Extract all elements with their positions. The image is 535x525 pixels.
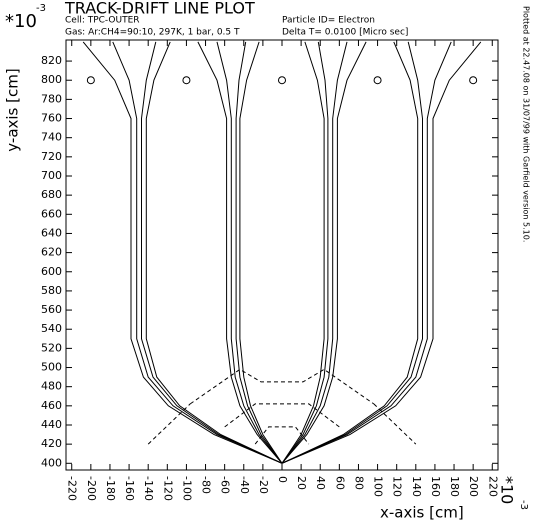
x-tick-label: 180 <box>448 476 461 497</box>
drift-line <box>281 41 482 464</box>
drift-line <box>239 41 283 464</box>
y-tick-label: 540 <box>41 322 62 335</box>
y-tick-label: 580 <box>41 284 62 297</box>
x-tick-label: 160 <box>429 476 442 497</box>
x-tick-label: 20 <box>295 476 308 490</box>
x-tick-label: 200 <box>467 476 480 497</box>
wire <box>182 76 191 85</box>
drift-line <box>112 41 283 464</box>
x-exponent: -3 <box>518 500 529 510</box>
x-tick-label: -200 <box>85 476 98 501</box>
chart-title: TRACK-DRIFT LINE PLOT <box>64 0 255 18</box>
cell-info: Cell: TPC-OUTER <box>65 16 140 26</box>
x-tick-label: 100 <box>372 476 385 497</box>
y-multiplier: *10 <box>5 11 37 32</box>
x-tick-label: 60 <box>333 476 346 490</box>
y-tick-label: 700 <box>41 169 62 182</box>
x-tick-label: -140 <box>142 476 155 501</box>
isochrone <box>254 426 310 445</box>
wire <box>469 76 478 85</box>
isochrone <box>373 403 417 445</box>
y-tick-label: 520 <box>41 341 62 354</box>
delta-t-info: Delta T= 0.0100 [Micro sec] <box>282 28 408 38</box>
drift-line <box>216 41 283 464</box>
y-exponent: -3 <box>36 3 46 14</box>
x-tick-label: -220 <box>66 476 79 501</box>
particle-info: Particle ID= Electron <box>282 16 375 26</box>
y-tick-label: 620 <box>41 246 62 259</box>
isochrone <box>224 403 340 428</box>
drift-line <box>281 41 423 464</box>
y-tick-label: 480 <box>41 380 62 393</box>
y-axis-label: y-axis [cm] <box>4 68 22 151</box>
y-tick-label: 800 <box>41 73 62 86</box>
x-tick-label: 0 <box>276 476 289 483</box>
y-tick-label: 660 <box>41 207 62 220</box>
isochrone <box>189 368 375 405</box>
x-axis-label: x-axis [cm] <box>380 504 464 522</box>
drift-line <box>281 41 452 464</box>
drift-line <box>235 41 283 464</box>
x-tick-label: -160 <box>123 476 136 501</box>
x-tick-label: -60 <box>219 476 232 494</box>
gas-info: Gas: Ar:CH4=90:10, 297K, 1 bar, 0.5 T <box>65 28 240 38</box>
y-tick-label: 500 <box>41 361 62 374</box>
y-tick-label: 740 <box>41 131 62 144</box>
wire <box>373 76 382 85</box>
drift-line <box>197 41 283 464</box>
y-tick-label: 460 <box>41 399 62 412</box>
drift-line <box>281 41 419 464</box>
wire <box>86 76 95 85</box>
x-tick-label: -80 <box>200 476 213 494</box>
y-tick-label: 600 <box>41 265 62 278</box>
x-tick-label: -180 <box>104 476 117 501</box>
isochrone <box>147 403 191 445</box>
x-tick-label: -40 <box>238 476 251 494</box>
x-tick-label: 40 <box>314 476 327 490</box>
x-tick-label: 120 <box>391 476 404 497</box>
y-tick-label: 560 <box>41 303 62 316</box>
y-tick-label: 680 <box>41 188 62 201</box>
drift-line <box>281 41 348 464</box>
y-tick-label: 720 <box>41 150 62 163</box>
y-tick-label: 760 <box>41 112 62 125</box>
drift-line <box>141 41 283 464</box>
x-multiplier: *10 <box>498 476 517 504</box>
y-tick-label: 400 <box>41 456 62 469</box>
drift-line <box>281 41 367 464</box>
y-tick-label: 780 <box>41 92 62 105</box>
drift-line <box>145 41 283 464</box>
x-tick-label: 140 <box>410 476 423 497</box>
wire <box>278 76 286 85</box>
drift-line <box>82 41 283 464</box>
plot-stamp: Plotted at 22.47.08 on 31/07/99 with Gar… <box>522 6 531 242</box>
x-tick-label: 80 <box>352 476 365 490</box>
x-tick-label: -100 <box>180 476 193 501</box>
x-tick-label: 220 <box>486 476 499 497</box>
x-tick-label: -120 <box>161 476 174 501</box>
drift-line <box>281 41 325 464</box>
y-tick-label: 420 <box>41 437 62 450</box>
y-tick-label: 640 <box>41 226 62 239</box>
y-tick-label: 820 <box>41 54 62 67</box>
drift-line <box>281 41 329 464</box>
y-tick-label: 440 <box>41 418 62 431</box>
x-tick-label: -20 <box>257 476 270 494</box>
